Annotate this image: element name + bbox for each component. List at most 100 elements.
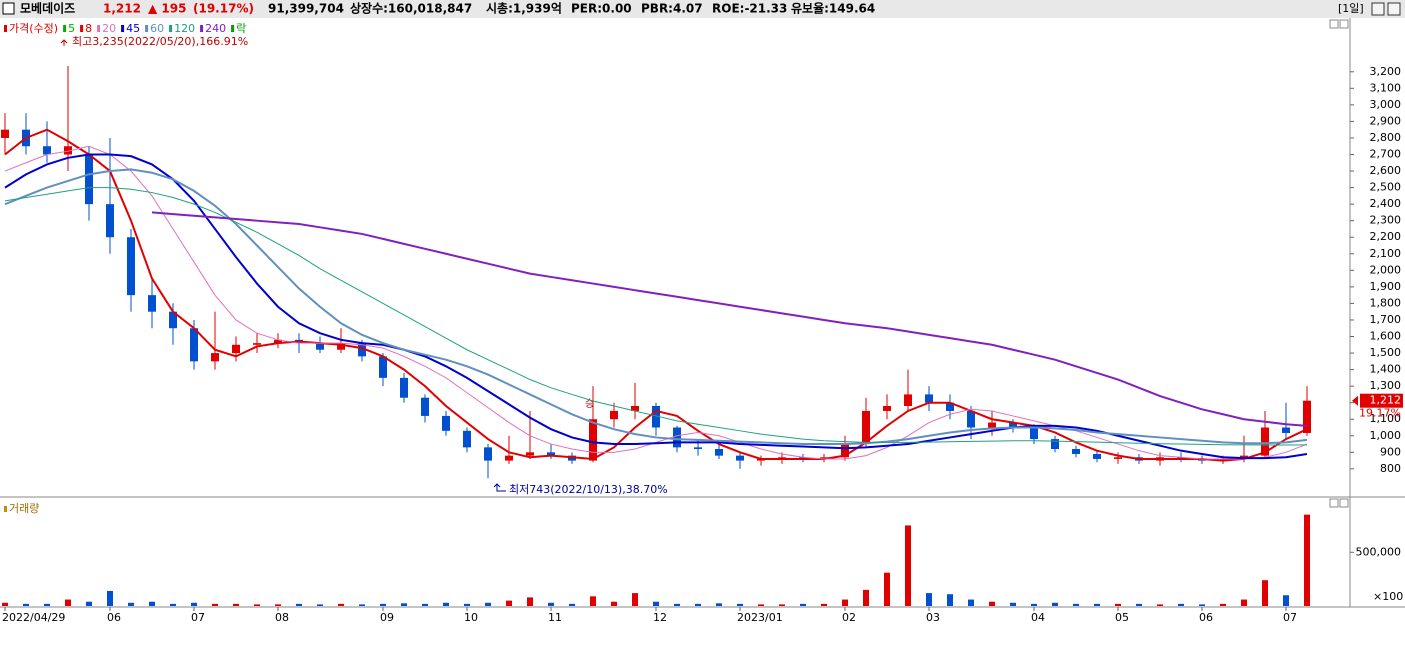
period[interactable]: [1일] xyxy=(1338,1,1364,15)
candle-body xyxy=(148,295,156,312)
y-tick-label: 2,500 xyxy=(1370,181,1402,194)
volume-bar xyxy=(338,603,344,606)
change: ▲ 195 xyxy=(148,2,186,16)
panel-button[interactable] xyxy=(1339,19,1349,29)
candle-body xyxy=(127,237,135,296)
y-tick-label: 3,100 xyxy=(1370,81,1402,94)
candle-body xyxy=(85,154,93,205)
y-tick-label: 2,000 xyxy=(1370,263,1402,276)
y-tick-label: 2,700 xyxy=(1370,148,1402,161)
restore-button[interactable] xyxy=(1371,2,1385,16)
y-tick-label: 3,200 xyxy=(1370,65,1402,78)
legend-label: 240 xyxy=(205,22,226,35)
y-tick-label: 2,600 xyxy=(1370,164,1402,177)
candle-body xyxy=(358,343,366,357)
y-tick-label: 1,900 xyxy=(1370,280,1402,293)
candle-body xyxy=(1303,400,1311,433)
candle-body xyxy=(1282,427,1290,433)
volume-bar xyxy=(1010,602,1016,606)
volume-bar xyxy=(1136,603,1142,606)
volume-bar xyxy=(380,603,386,606)
legend-swatch xyxy=(169,25,173,32)
volume-bar xyxy=(44,603,50,606)
x-tick-label: 06 xyxy=(107,611,121,624)
y-tick-label: 2,400 xyxy=(1370,197,1402,210)
y-tick-label: 1,800 xyxy=(1370,296,1402,309)
candle-body xyxy=(1009,422,1017,428)
volume-bar xyxy=(128,602,134,606)
volume-bar xyxy=(632,593,638,606)
legend-label: 락 xyxy=(236,22,246,35)
volume-bar xyxy=(716,603,722,606)
panel-button[interactable] xyxy=(1329,498,1339,508)
volume-bar xyxy=(695,603,701,606)
candle-body xyxy=(379,356,387,378)
candle-body xyxy=(1,129,9,138)
y-tick-label: 2,300 xyxy=(1370,214,1402,227)
volume-bar xyxy=(191,602,197,606)
volume-bar xyxy=(212,603,218,606)
y-tick-label: 2,200 xyxy=(1370,230,1402,243)
panel-button[interactable] xyxy=(1329,19,1339,29)
y-tick-label: 1,600 xyxy=(1370,330,1402,343)
volume-bar xyxy=(1157,604,1163,606)
volume-bar xyxy=(107,590,113,606)
roe: ROE:-21.33 xyxy=(712,2,787,16)
y-tick-label: 3,000 xyxy=(1370,98,1402,111)
x-tick-label: 07 xyxy=(191,611,205,624)
volume-bar xyxy=(506,600,512,606)
volume-bar xyxy=(926,593,932,606)
low-arrow xyxy=(493,483,506,492)
volume-bar xyxy=(275,604,281,606)
candle-body xyxy=(736,455,744,461)
y-tick-label: 1,300 xyxy=(1370,379,1402,392)
volume-bar xyxy=(1283,595,1289,606)
legend-label: 45 xyxy=(126,22,140,35)
volume-bar xyxy=(527,597,533,606)
candle-body xyxy=(526,452,534,456)
legend-label: 8 xyxy=(85,22,92,35)
volume-bar xyxy=(233,603,239,606)
volume-bar xyxy=(569,603,575,606)
volume-bar xyxy=(65,599,71,606)
candle-body xyxy=(421,397,429,416)
legend-swatch xyxy=(97,25,101,32)
x-tick-label: 11 xyxy=(548,611,562,624)
close-button[interactable] xyxy=(1387,2,1401,16)
price-badge-label: 1,212 xyxy=(1370,394,1402,407)
candle-body xyxy=(64,146,72,155)
legend-swatch xyxy=(4,506,7,512)
candle-body xyxy=(1030,427,1038,440)
reserve: 유보율:149.64 xyxy=(791,2,875,16)
volume-bar xyxy=(1304,514,1310,606)
candle-body xyxy=(169,311,177,329)
volume-bar xyxy=(590,596,596,606)
volume-bar xyxy=(296,603,302,606)
panel-button[interactable] xyxy=(1339,498,1349,508)
volume-bar xyxy=(1094,603,1100,606)
candle-body xyxy=(442,415,450,431)
volume-bar xyxy=(821,603,827,606)
candle-body xyxy=(505,455,513,461)
price: 1,212 xyxy=(103,2,141,16)
volume-bar xyxy=(905,525,911,606)
volume-bar xyxy=(422,603,428,606)
candle-body xyxy=(1114,457,1122,459)
volume-bar xyxy=(779,604,785,606)
legend-swatch xyxy=(63,25,67,32)
volume-bar xyxy=(674,603,680,606)
candle-body xyxy=(463,430,471,448)
volume-bar xyxy=(968,599,974,606)
candle-body xyxy=(610,410,618,420)
volume-bar xyxy=(884,572,890,606)
checkbox[interactable] xyxy=(2,2,15,15)
change-pct: (19.17%) xyxy=(193,2,254,16)
volume-bar xyxy=(1178,603,1184,606)
volume-bar xyxy=(170,603,176,606)
x-tick-label: 09 xyxy=(380,611,394,624)
volume-bar xyxy=(863,589,869,606)
candle-body xyxy=(211,353,219,362)
volume-bar xyxy=(653,601,659,606)
y-tick-label: 1,700 xyxy=(1370,313,1402,326)
